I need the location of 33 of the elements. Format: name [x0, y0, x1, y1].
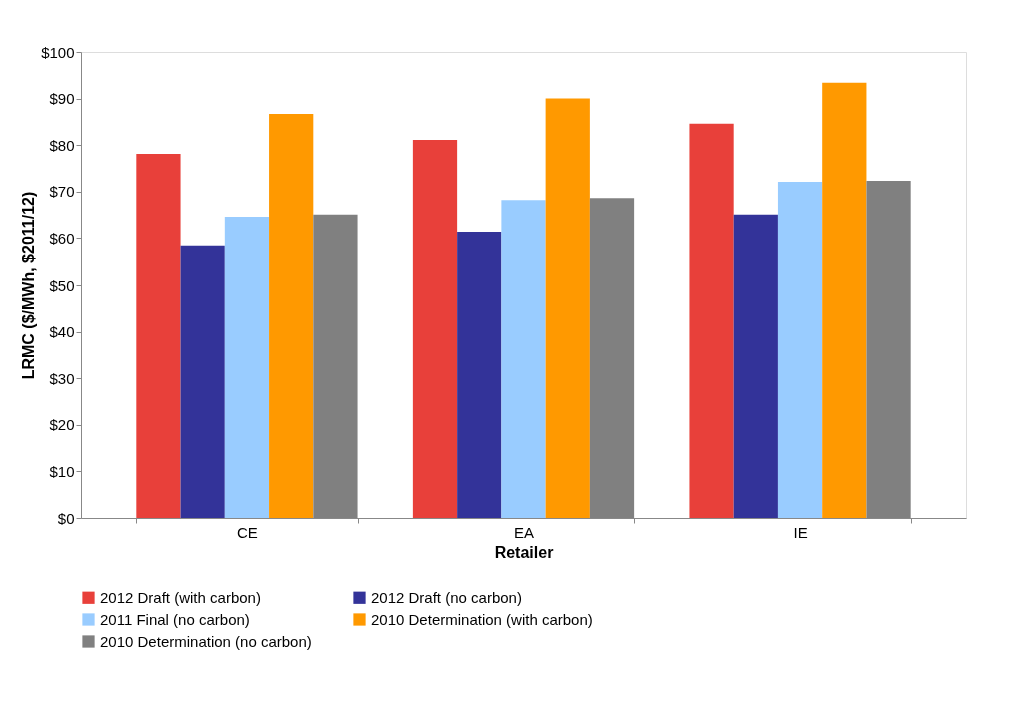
x-tick-label: CE [237, 523, 258, 541]
y-tick-label: $100 [41, 43, 75, 61]
bar [501, 200, 546, 518]
bar [733, 214, 778, 518]
bar [412, 140, 458, 518]
y-axis-title: LRMC ($/MWh, $2011/12) [20, 191, 38, 380]
bar [822, 82, 867, 518]
bar [689, 123, 734, 518]
bar [136, 154, 181, 518]
y-tick-label: $90 [49, 90, 75, 108]
legend-label: 2010 Determination (with carbon) [371, 610, 593, 628]
y-tick-label: $0 [57, 509, 75, 527]
y-tick-label: $10 [49, 462, 75, 480]
y-tick-label: $70 [49, 183, 75, 201]
y-tick-label: $30 [49, 369, 75, 387]
bar [180, 245, 225, 518]
y-tick-label: $60 [49, 229, 75, 247]
x-axis-title: Retailer [494, 543, 554, 561]
x-tick-label: IE [793, 523, 808, 541]
legend-label: 2012 Draft (no carbon) [371, 588, 522, 606]
bar [777, 182, 823, 518]
bar [269, 113, 314, 518]
y-tick-label: $20 [49, 416, 75, 434]
y-tick-label: $80 [49, 136, 75, 154]
bar [545, 98, 590, 518]
legend-label: 2011 Final (no carbon) [100, 610, 250, 628]
bar [224, 216, 270, 518]
bar [457, 231, 502, 518]
y-tick-label: $40 [49, 323, 75, 341]
x-tick-label: EA [513, 523, 535, 541]
y-tick-label: $50 [49, 276, 75, 294]
legend-label: 2010 Determination (no carbon) [100, 632, 312, 650]
legend-label: 2012 Draft (with carbon) [100, 588, 261, 606]
